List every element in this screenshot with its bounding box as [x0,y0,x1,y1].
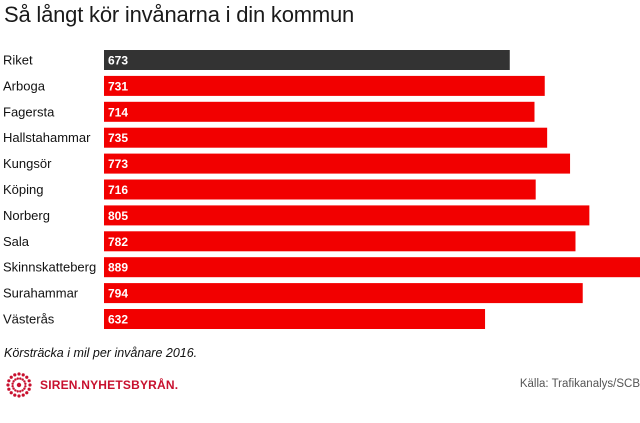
chart-title: Så långt kör invånarna i din kommun [4,2,355,27]
bar-kungsor [104,153,571,174]
category-label-sala: Sala [3,234,30,249]
logo-text: SIREN.NYHETSBYRÅN. [40,378,179,392]
category-label-koping: Köping [3,182,43,197]
bar-vasteras [104,309,486,329]
value-label-kungsor: 773 [108,157,128,171]
category-label-surahammar: Surahammar [3,286,79,301]
category-label-skinnskatteberg: Skinnskatteberg [3,260,96,275]
bar-skinnskatteberg [104,257,640,278]
value-label-vasteras: 632 [108,313,128,327]
value-label-riket: 673 [108,54,128,68]
source-credit: Källa: Trafikanalys/SCB [519,378,640,390]
bar-arboga [104,75,545,96]
value-label-surahammar: 794 [108,287,128,301]
value-label-koping: 716 [108,183,128,197]
bar-norberg [104,205,590,226]
category-label-hallstahammar: Hallstahammar [3,130,91,145]
value-label-sala: 782 [108,235,128,249]
category-label-vasteras: Västerås [3,312,55,327]
siren-burst-icon [6,372,32,398]
bar-koping [104,179,536,200]
bar-sala [104,231,576,252]
value-label-arboga: 731 [108,79,128,93]
category-label-fagersta: Fagersta [3,104,55,119]
value-label-hallstahammar: 735 [108,131,128,145]
category-label-norberg: Norberg [3,208,50,223]
chart-note: Körsträcka i mil per invånare 2016. [4,346,198,360]
bars-group: Riket 673 Arboga 731 Fagersta 714 Hallstahamma… [3,50,640,329]
bar-fagersta [104,101,535,122]
value-label-skinnskatteberg: 889 [108,261,128,275]
category-label-riket: Riket [3,53,33,68]
bar-surahammar [104,283,583,304]
bar-riket [104,50,510,70]
category-label-arboga: Arboga [3,78,46,93]
logo: SIREN.NYHETSBYRÅN. [4,370,178,400]
category-label-kungsor: Kungsör [3,156,52,171]
bar-hallstahammar [104,127,548,148]
value-label-norberg: 805 [108,209,128,223]
value-label-fagersta: 714 [108,105,128,119]
